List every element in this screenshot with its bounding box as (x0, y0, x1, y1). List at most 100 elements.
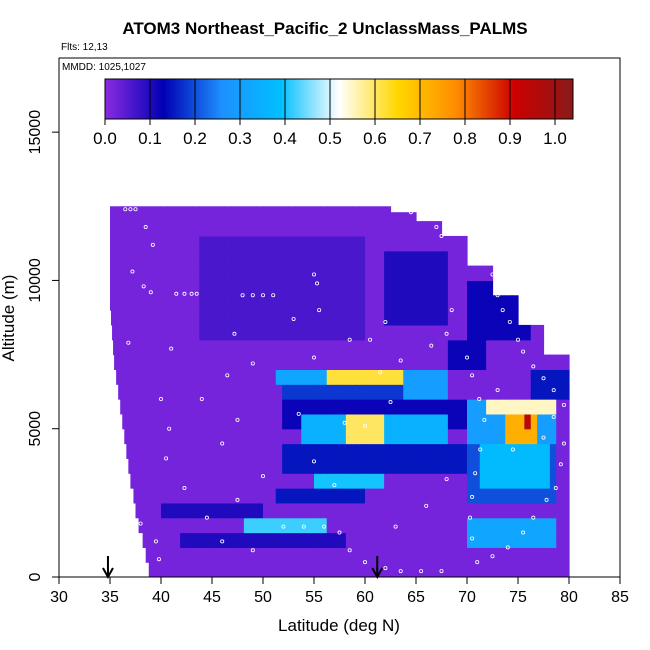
heatmap-cell (416, 339, 423, 356)
heatmap-cell (390, 428, 398, 445)
heatmap-cell (422, 428, 430, 445)
heatmap-cell (205, 280, 213, 296)
heatmap-cell (403, 488, 411, 504)
heatmap-cell (154, 443, 162, 459)
heatmap-cell (186, 488, 194, 504)
heatmap-cell (118, 339, 125, 356)
heatmap-cell (180, 280, 188, 296)
x-tick-label: 70 (458, 589, 476, 606)
heatmap-cell (250, 280, 258, 296)
heatmap-cell (467, 473, 474, 489)
heatmap-cell (524, 473, 532, 489)
heatmap-cell (205, 295, 213, 311)
heatmap-cell (543, 547, 551, 563)
heatmap-cell (377, 532, 385, 548)
heatmap-cell (141, 339, 149, 356)
heatmap-cell (218, 517, 226, 534)
heatmap-cell (173, 413, 181, 430)
heatmap-cell (237, 517, 245, 534)
heatmap-cell (224, 547, 232, 563)
heatmap-cell (301, 265, 309, 282)
heatmap-cell (269, 428, 277, 445)
heatmap-cell (167, 310, 175, 326)
heatmap-cell (326, 384, 334, 400)
heatmap-cell (543, 369, 551, 385)
heatmap-cell (199, 562, 207, 577)
heatmap-cell (556, 384, 564, 400)
heatmap-cell (180, 354, 188, 370)
heatmap-cell (148, 369, 156, 385)
heatmap-cell (218, 339, 226, 356)
heatmap-cell (384, 250, 392, 267)
heatmap-cell (199, 310, 207, 326)
heatmap-cell (144, 517, 151, 534)
heatmap-cell (479, 384, 487, 400)
heatmap-cell (282, 295, 290, 311)
heatmap-cell (498, 532, 506, 548)
heatmap-cell (339, 399, 347, 415)
heatmap-cell (371, 295, 379, 311)
heatmap-cell (237, 547, 245, 563)
heatmap-cell (467, 413, 474, 430)
sample-point (150, 242, 155, 247)
heatmap-cell (556, 488, 564, 504)
heatmap-cell (199, 428, 207, 445)
heatmap-cell (390, 339, 398, 356)
heatmap-cell (460, 369, 468, 385)
heatmap-cell (307, 517, 315, 534)
heatmap-cell (282, 428, 290, 445)
heatmap-cell (161, 517, 168, 534)
heatmap-cell (467, 458, 474, 474)
heatmap-cell (212, 562, 219, 577)
heatmap-cell (396, 324, 404, 341)
heatmap-cell (352, 562, 360, 577)
sample-point (531, 364, 536, 369)
heatmap-cell (326, 250, 334, 267)
heatmap-cell (505, 473, 513, 489)
heatmap-cell (180, 488, 188, 504)
heatmap-cell (205, 428, 213, 445)
heatmap-cell (486, 547, 494, 563)
heatmap-cell (192, 221, 200, 237)
heatmap-cell (314, 295, 321, 311)
heatmap-cell (556, 354, 564, 370)
heatmap-cell (358, 384, 366, 400)
sample-point (199, 397, 204, 402)
heatmap-cell (352, 517, 360, 534)
heatmap-cell (416, 221, 423, 237)
heatmap-cell (231, 458, 239, 474)
heatmap-cell (384, 532, 392, 548)
heatmap-cell (352, 250, 360, 267)
heatmap-cell (479, 295, 487, 311)
heatmap-cell (231, 502, 239, 519)
heatmap-cell (205, 221, 213, 237)
heatmap-cell (212, 413, 219, 430)
heatmap-cell (135, 235, 143, 252)
heatmap-cell (161, 354, 168, 370)
heatmap-cell (345, 502, 353, 519)
heatmap-cell (352, 413, 360, 430)
heatmap-cell (409, 547, 417, 563)
heatmap-cell (199, 532, 207, 548)
heatmap-cell (237, 265, 245, 282)
heatmap-cell (282, 354, 290, 370)
heatmap-cell (131, 458, 135, 474)
heatmap-cell (135, 443, 143, 459)
heatmap-cell (294, 473, 302, 489)
sample-point (130, 269, 135, 274)
heatmap-cell (192, 369, 200, 385)
heatmap-cell (377, 502, 385, 519)
heatmap-cell (173, 221, 181, 237)
heatmap-cell (492, 428, 500, 445)
sample-point (317, 308, 322, 313)
heatmap-cell (358, 206, 366, 222)
heatmap-cell (454, 532, 462, 548)
heatmap-cell (288, 265, 296, 282)
heatmap-cell (479, 443, 487, 459)
heatmap-cell (371, 562, 379, 577)
heatmap-cell (205, 324, 213, 341)
heatmap-cell (314, 443, 321, 459)
heatmap-cell (416, 458, 423, 474)
heatmap-cell (237, 413, 245, 430)
heatmap-cell (447, 443, 455, 459)
